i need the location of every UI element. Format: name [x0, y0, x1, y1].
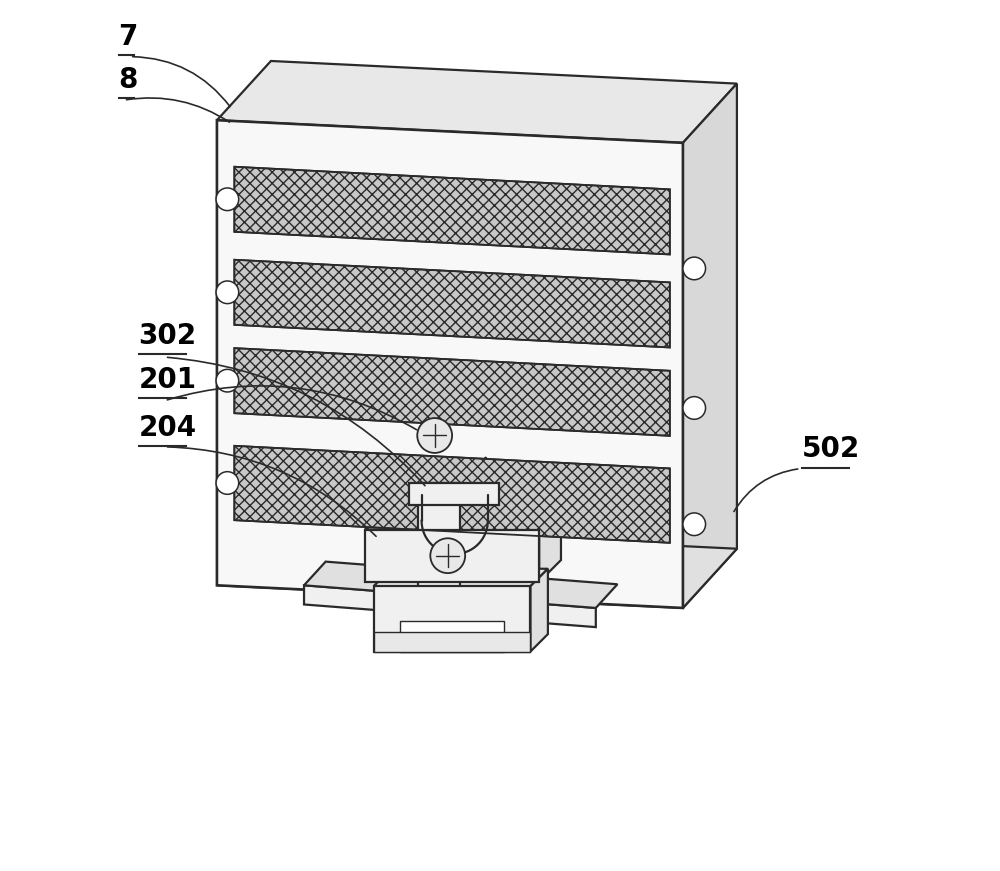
Polygon shape [460, 457, 486, 604]
Polygon shape [374, 632, 530, 652]
Text: 302: 302 [139, 322, 197, 350]
Polygon shape [234, 446, 670, 543]
Polygon shape [530, 569, 548, 652]
Polygon shape [217, 61, 737, 143]
Polygon shape [234, 260, 670, 348]
Polygon shape [683, 84, 737, 608]
Text: 502: 502 [802, 436, 860, 463]
Circle shape [683, 513, 706, 536]
Text: 201: 201 [139, 366, 197, 394]
Circle shape [417, 418, 452, 453]
Polygon shape [418, 483, 460, 604]
Circle shape [430, 538, 465, 573]
Polygon shape [234, 348, 670, 436]
Polygon shape [365, 530, 539, 582]
Polygon shape [217, 526, 737, 608]
Circle shape [683, 396, 706, 419]
Polygon shape [365, 508, 561, 530]
Circle shape [216, 472, 239, 495]
Text: 8: 8 [119, 66, 138, 94]
Text: 204: 204 [139, 414, 197, 442]
Circle shape [216, 369, 239, 392]
Polygon shape [217, 120, 683, 608]
Polygon shape [374, 569, 548, 586]
Polygon shape [539, 508, 561, 582]
Circle shape [683, 257, 706, 280]
Polygon shape [409, 483, 499, 505]
Polygon shape [400, 621, 504, 652]
Polygon shape [374, 586, 530, 652]
Polygon shape [418, 578, 486, 604]
Polygon shape [304, 585, 596, 627]
Text: 7: 7 [119, 23, 138, 51]
Circle shape [216, 188, 239, 211]
Polygon shape [304, 562, 617, 608]
Polygon shape [234, 166, 670, 254]
Circle shape [216, 281, 239, 304]
